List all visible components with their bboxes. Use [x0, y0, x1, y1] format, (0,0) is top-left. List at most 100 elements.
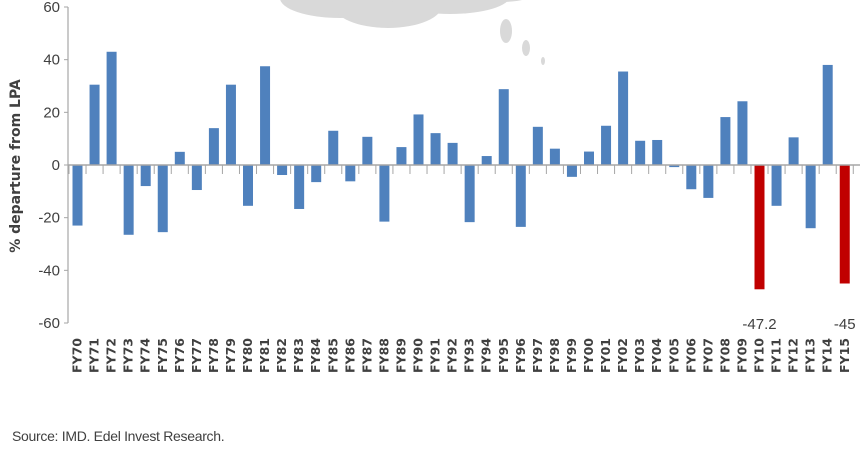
x-tick-label: FY77 [189, 338, 204, 373]
x-tick-label: FY15 [837, 338, 852, 373]
bar-fy00 [584, 151, 594, 165]
x-tick-label: FY11 [769, 338, 784, 373]
bar-fy94 [481, 156, 492, 165]
x-tick-label: FY06 [683, 338, 698, 373]
bar-fy98 [549, 148, 560, 165]
y-axis-label: % departure from LPA [8, 79, 24, 253]
x-tick-label: FY09 [734, 338, 749, 373]
data-label-fy15: -45 [834, 316, 856, 333]
x-tick-label: FY83 [291, 338, 306, 373]
x-tick-label: FY99 [564, 338, 579, 373]
bar-fy93 [464, 165, 475, 223]
thought-cloud-icon [280, 0, 545, 65]
bar-fy95 [498, 89, 509, 165]
x-tick-label: FY05 [666, 338, 681, 373]
bar-fy99 [566, 165, 577, 177]
bar-fy77 [191, 165, 202, 191]
x-tick-label: FY96 [513, 338, 528, 373]
bar-fy97 [532, 126, 543, 165]
x-tick-label: FY10 [752, 338, 767, 373]
x-tick-label: FY71 [87, 338, 102, 373]
x-tick-label: FY89 [393, 338, 408, 373]
bar-fy85 [328, 130, 339, 165]
bar-fy03 [635, 140, 646, 165]
bar-fy75 [157, 165, 168, 233]
y-tick-label: 20 [43, 104, 60, 121]
bar-fy80 [243, 165, 253, 206]
bar-fy09 [737, 101, 748, 165]
y-tick-label: -40 [38, 262, 60, 279]
bar-fy82 [277, 165, 288, 176]
x-tick-label: FY78 [206, 338, 221, 373]
x-tick-label: FY74 [138, 338, 153, 373]
x-tick-label: FY94 [479, 338, 494, 373]
y-tick-label: -20 [38, 210, 60, 227]
bar-fy70 [72, 165, 83, 226]
y-axis: 60 40 20 0 -20 -40 -60 [38, 0, 69, 332]
x-tick-label: FY88 [376, 338, 391, 373]
x-tick-label: FY70 [70, 338, 85, 373]
data-labels: -47.2 -45 [742, 316, 855, 333]
bar-fy73 [123, 165, 134, 235]
bar-fy72 [106, 51, 117, 166]
x-tick-label: FY81 [257, 338, 272, 373]
x-tick-label: FY85 [325, 338, 340, 373]
x-tick-label: FY12 [786, 338, 801, 373]
bar-fy12 [788, 137, 799, 165]
bar-fy01 [601, 125, 612, 165]
bar-fy84 [311, 165, 322, 183]
x-tick-label: FY73 [121, 338, 136, 373]
x-tick-label: FY98 [547, 338, 562, 373]
bar-fy92 [447, 142, 458, 165]
x-tick-label: FY02 [615, 338, 630, 373]
bar-fy86 [345, 165, 356, 182]
bar-fy05 [669, 165, 680, 168]
bar-fy08 [720, 117, 731, 165]
bar-fy89 [396, 147, 407, 165]
bars [72, 51, 850, 290]
source-note: Source: IMD. Edel Invest Research. [12, 428, 225, 444]
bar-fy90 [413, 114, 424, 165]
x-tick-label: FY93 [462, 338, 477, 373]
x-tick-label: FY08 [717, 338, 732, 373]
bar-fy15 [839, 165, 850, 284]
x-tick-label: FY75 [155, 338, 170, 373]
bar-fy14 [822, 64, 833, 165]
x-tick-label: FY90 [411, 338, 426, 373]
x-tick-label: FY07 [700, 338, 715, 373]
y-tick-label: 0 [52, 157, 60, 174]
bar-fy81 [260, 66, 271, 165]
x-tick-label: FY86 [342, 338, 357, 373]
bar-fy07 [703, 165, 714, 198]
x-tick-label: FY92 [445, 338, 460, 373]
bar-fy88 [379, 165, 390, 222]
x-tick-label: FY97 [530, 338, 545, 373]
bar-fy02 [618, 71, 629, 165]
x-tick-label: FY84 [308, 338, 323, 373]
bar-fy06 [686, 165, 697, 190]
bar-fy71 [89, 84, 100, 165]
data-label-fy10: -47.2 [742, 316, 776, 333]
x-tick-label: FY14 [820, 338, 835, 373]
bar-fy96 [515, 165, 526, 227]
bar-fy79 [225, 84, 236, 165]
bar-fy76 [174, 151, 185, 165]
x-tick-label: FY00 [581, 338, 596, 373]
x-tick-label: FY79 [223, 338, 238, 373]
x-tick-label: FY72 [104, 338, 119, 373]
bar-fy11 [771, 165, 782, 206]
bar-fy78 [208, 128, 219, 165]
x-tick-label: FY87 [359, 338, 374, 373]
bar-fy13 [805, 165, 816, 229]
y-tick-label: -60 [38, 315, 60, 332]
x-tick-label: FY80 [240, 338, 255, 373]
x-tick-label: FY04 [649, 338, 664, 373]
x-tick-label: FY13 [803, 338, 818, 373]
y-tick-label: 40 [43, 52, 60, 69]
bar-fy04 [652, 139, 663, 165]
x-tick-label: FY95 [496, 338, 511, 373]
x-axis: FY70 FY71 FY72 FY73 FY74 FY75 FY76 FY77 FY78 FY79… [68, 164, 860, 373]
x-tick-label: FY91 [428, 338, 443, 373]
x-tick-label: FY76 [172, 338, 187, 373]
